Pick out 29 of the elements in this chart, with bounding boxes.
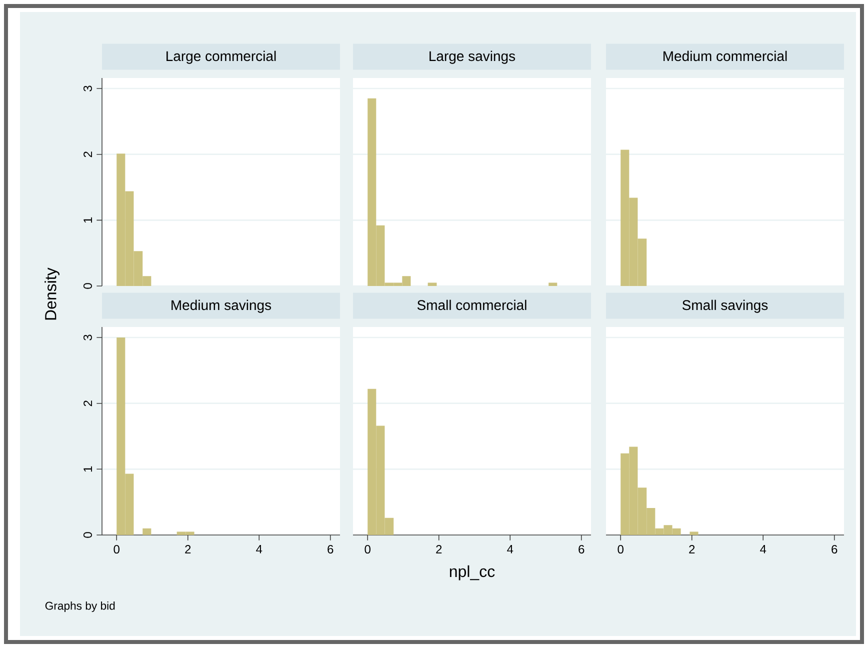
y-tick-label: 3 <box>83 334 92 340</box>
chart-title: Medium commercial <box>664 50 787 62</box>
chart-title: Large savings <box>430 50 516 64</box>
x-tick-label: 0 <box>618 545 624 554</box>
x-tick-label: 0 <box>114 545 120 554</box>
x-tick-label: 2 <box>185 545 191 554</box>
y-tick-label: 2 <box>84 152 92 158</box>
x-tick-label: 2 <box>689 545 695 554</box>
x-axis-title: npl_cc <box>450 565 495 580</box>
text: Graphs by bid <box>45 601 115 612</box>
chart-title: Small savings <box>682 300 768 313</box>
x-tick-label: 6 <box>578 545 584 554</box>
y-axis-title: Density <box>44 268 60 320</box>
x-tick-label: 4 <box>760 545 766 554</box>
chart-title: Small commercial <box>417 300 526 310</box>
chart-title: Large commercial <box>166 50 276 64</box>
x-tick-label: 4 <box>256 545 262 554</box>
x-tick-label: 4 <box>507 545 514 554</box>
y-tick-label: 2 <box>84 400 92 406</box>
x-tick-label: 6 <box>832 545 838 554</box>
x-tick-label: 0 <box>364 545 370 554</box>
y-tick-label: 1 <box>84 466 92 472</box>
y-tick-label: 0 <box>83 532 92 538</box>
y-tick-label: 3 <box>83 86 92 92</box>
x-tick-label: 6 <box>328 545 334 554</box>
x-tick-label: 2 <box>436 545 442 554</box>
y-tick-label: 1 <box>84 217 92 223</box>
y-tick-label: 0 <box>83 283 92 289</box>
chart-title: Medium savings <box>172 300 272 313</box>
